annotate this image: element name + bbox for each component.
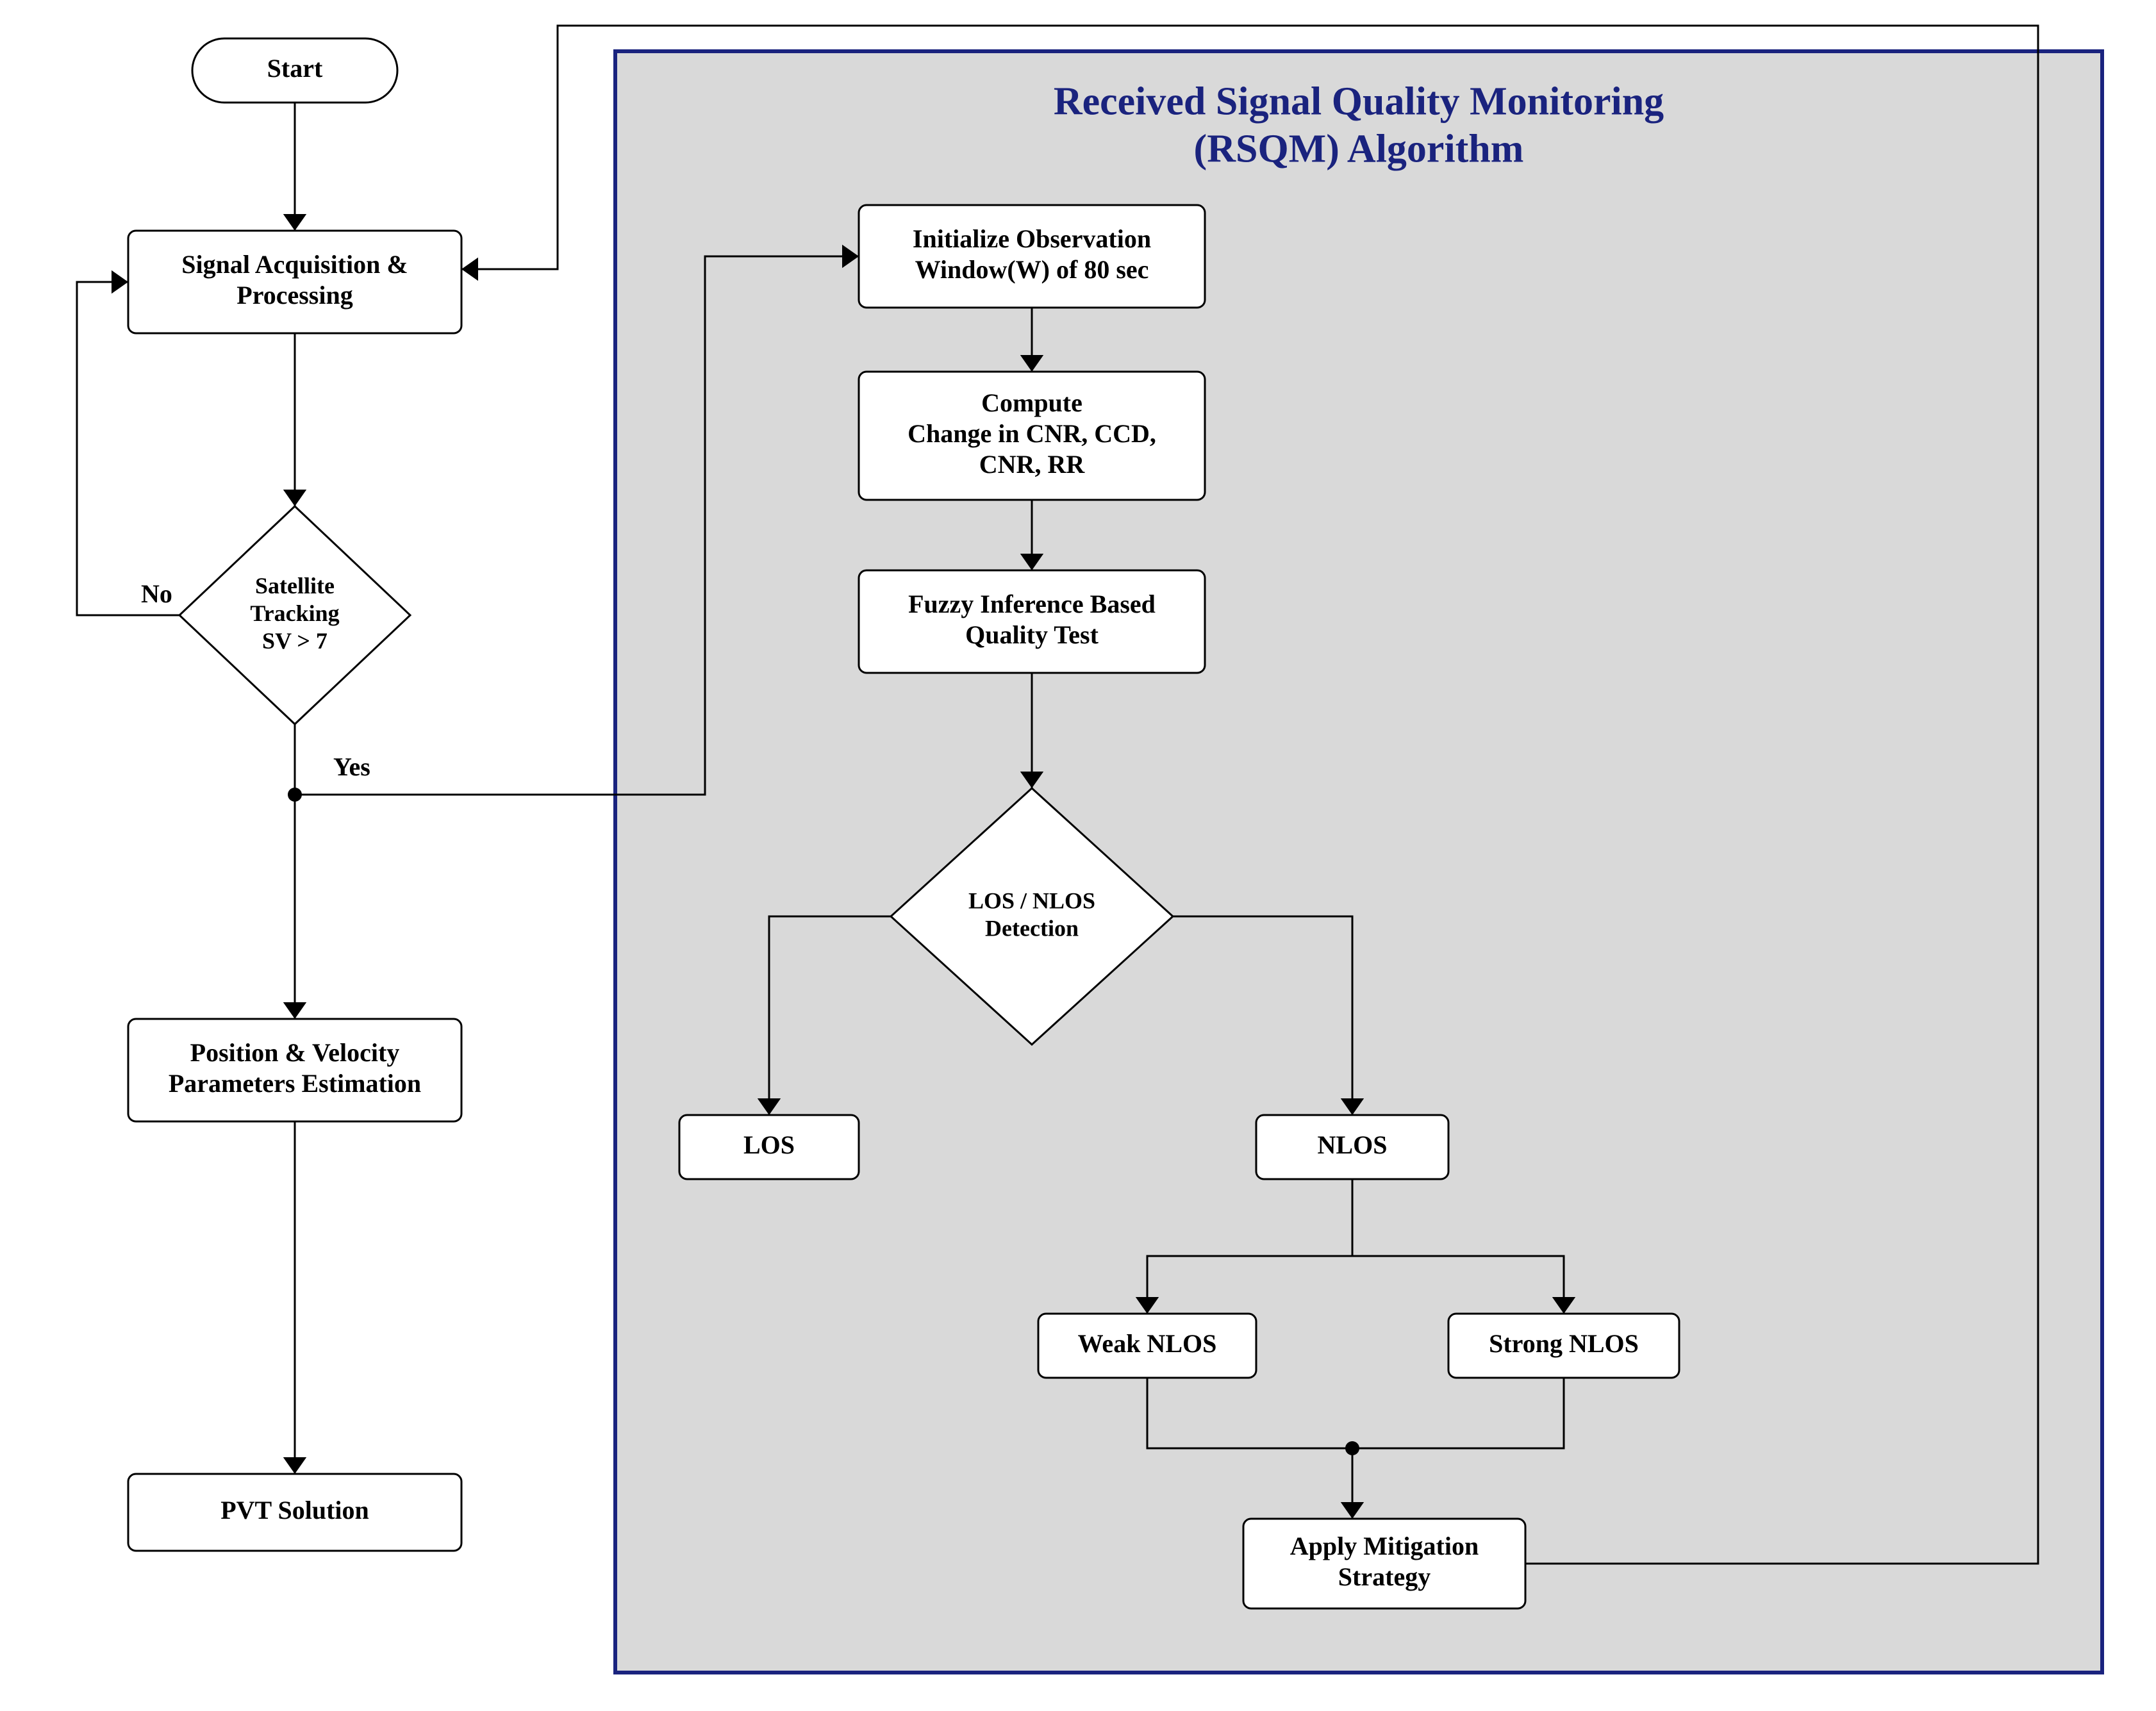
node-posvel: Position & VelocityParameters Estimation: [128, 1019, 461, 1121]
node-compute: ComputeChange in CNR, CCD,CNR, RR: [859, 372, 1205, 500]
svg-text:Detection: Detection: [985, 916, 1079, 941]
svg-text:Satellite: Satellite: [255, 573, 335, 599]
node-los: LOS: [679, 1115, 859, 1179]
svg-text:SV > 7: SV > 7: [262, 628, 328, 654]
svg-text:NLOS: NLOS: [1318, 1130, 1388, 1159]
svg-text:Weak NLOS: Weak NLOS: [1078, 1329, 1217, 1358]
node-strong: Strong NLOS: [1448, 1314, 1679, 1378]
svg-text:LOS: LOS: [743, 1130, 795, 1159]
svg-text:Fuzzy Inference Based: Fuzzy Inference Based: [908, 590, 1156, 618]
svg-text:Window(W) of 80 sec: Window(W) of 80 sec: [915, 255, 1149, 284]
node-start: Start: [192, 38, 397, 103]
node-fuzzy: Fuzzy Inference BasedQuality Test: [859, 570, 1205, 673]
svg-text:LOS / NLOS: LOS / NLOS: [968, 888, 1095, 913]
edge-label-yes: Yes: [333, 752, 370, 781]
svg-text:Position & Velocity: Position & Velocity: [190, 1038, 400, 1067]
svg-text:(RSQM) Algorithm: (RSQM) Algorithm: [1194, 128, 1524, 171]
svg-text:Quality Test: Quality Test: [965, 620, 1099, 649]
flowchart-canvas: Received Signal Quality Monitoring (RSQM)…: [0, 0, 2156, 1711]
node-decision_sv: SatelliteTrackingSV > 7: [179, 506, 410, 724]
svg-text:Initialize Observation: Initialize Observation: [913, 224, 1151, 253]
svg-text:Change in CNR, CCD,: Change in CNR, CCD,: [908, 419, 1156, 448]
node-nlos: NLOS: [1256, 1115, 1448, 1179]
node-weak: Weak NLOS: [1038, 1314, 1256, 1378]
svg-text:Apply Mitigation: Apply Mitigation: [1290, 1532, 1479, 1560]
svg-text:Signal Acquisition &: Signal Acquisition &: [181, 250, 408, 279]
svg-text:Strategy: Strategy: [1338, 1562, 1430, 1591]
svg-text:Strong NLOS: Strong NLOS: [1489, 1329, 1639, 1358]
node-sigacq: Signal Acquisition &Processing: [128, 231, 461, 333]
node-mitigate: Apply MitigationStrategy: [1243, 1519, 1525, 1608]
svg-text:Start: Start: [267, 54, 323, 83]
svg-text:PVT Solution: PVT Solution: [220, 1496, 369, 1525]
svg-text:Parameters Estimation: Parameters Estimation: [169, 1069, 421, 1098]
svg-text:Received Signal Quality Monito: Received Signal Quality Monitoring: [1054, 79, 1664, 123]
node-pvt: PVT Solution: [128, 1474, 461, 1551]
svg-text:Tracking: Tracking: [250, 600, 339, 626]
svg-text:Compute: Compute: [981, 388, 1082, 417]
node-initW: Initialize ObservationWindow(W) of 80 se…: [859, 205, 1205, 308]
svg-text:Processing: Processing: [236, 281, 352, 310]
svg-text:CNR, RR: CNR, RR: [979, 450, 1086, 479]
edge-label-no: No: [141, 579, 172, 608]
